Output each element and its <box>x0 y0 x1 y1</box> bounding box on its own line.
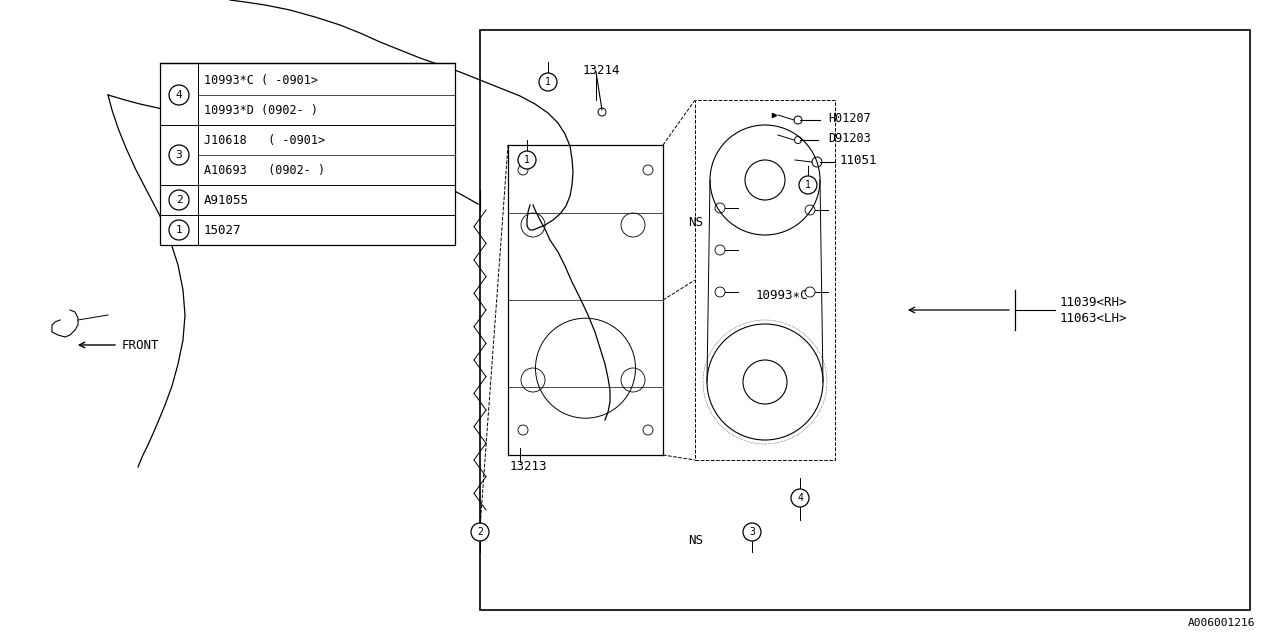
Text: 1: 1 <box>524 155 530 165</box>
Circle shape <box>169 85 189 105</box>
Text: 10993∗C: 10993∗C <box>756 289 809 301</box>
Bar <box>695 100 835 460</box>
Text: 1: 1 <box>545 77 550 87</box>
Text: A10693   (0902- ): A10693 (0902- ) <box>204 163 325 177</box>
Text: 11051: 11051 <box>840 154 878 166</box>
Circle shape <box>539 73 557 91</box>
Text: 4: 4 <box>175 90 182 100</box>
Circle shape <box>518 151 536 169</box>
Text: 4: 4 <box>797 493 803 503</box>
Text: 2: 2 <box>175 195 182 205</box>
Circle shape <box>799 176 817 194</box>
Text: FRONT: FRONT <box>122 339 160 351</box>
Text: D91203: D91203 <box>828 131 870 145</box>
Text: J10618   ( -0901>: J10618 ( -0901> <box>204 134 325 147</box>
Text: 3: 3 <box>175 150 182 160</box>
Bar <box>160 63 454 245</box>
Circle shape <box>169 220 189 240</box>
Text: 2: 2 <box>477 527 483 537</box>
Text: 11063<LH>: 11063<LH> <box>1060 312 1128 324</box>
Text: NS: NS <box>689 216 703 228</box>
Text: 10993*D (0902- ): 10993*D (0902- ) <box>204 104 317 116</box>
Circle shape <box>791 489 809 507</box>
Text: 1: 1 <box>805 180 812 190</box>
Text: A006001216: A006001216 <box>1188 618 1254 628</box>
Circle shape <box>169 145 189 165</box>
Text: 13214: 13214 <box>582 63 621 77</box>
Text: NS: NS <box>689 534 703 547</box>
Text: 3: 3 <box>749 527 755 537</box>
Text: H01207: H01207 <box>828 111 870 125</box>
Text: A91055: A91055 <box>204 193 250 207</box>
Bar <box>480 30 1251 610</box>
Text: 11039<RH>: 11039<RH> <box>1060 296 1128 308</box>
Text: 13213: 13213 <box>509 461 548 474</box>
Circle shape <box>471 523 489 541</box>
Text: 15027: 15027 <box>204 223 242 237</box>
Text: 1: 1 <box>175 225 182 235</box>
Text: 11051: 11051 <box>340 232 378 244</box>
Circle shape <box>742 523 762 541</box>
Circle shape <box>169 190 189 210</box>
Text: 10993*C ( -0901>: 10993*C ( -0901> <box>204 74 317 86</box>
